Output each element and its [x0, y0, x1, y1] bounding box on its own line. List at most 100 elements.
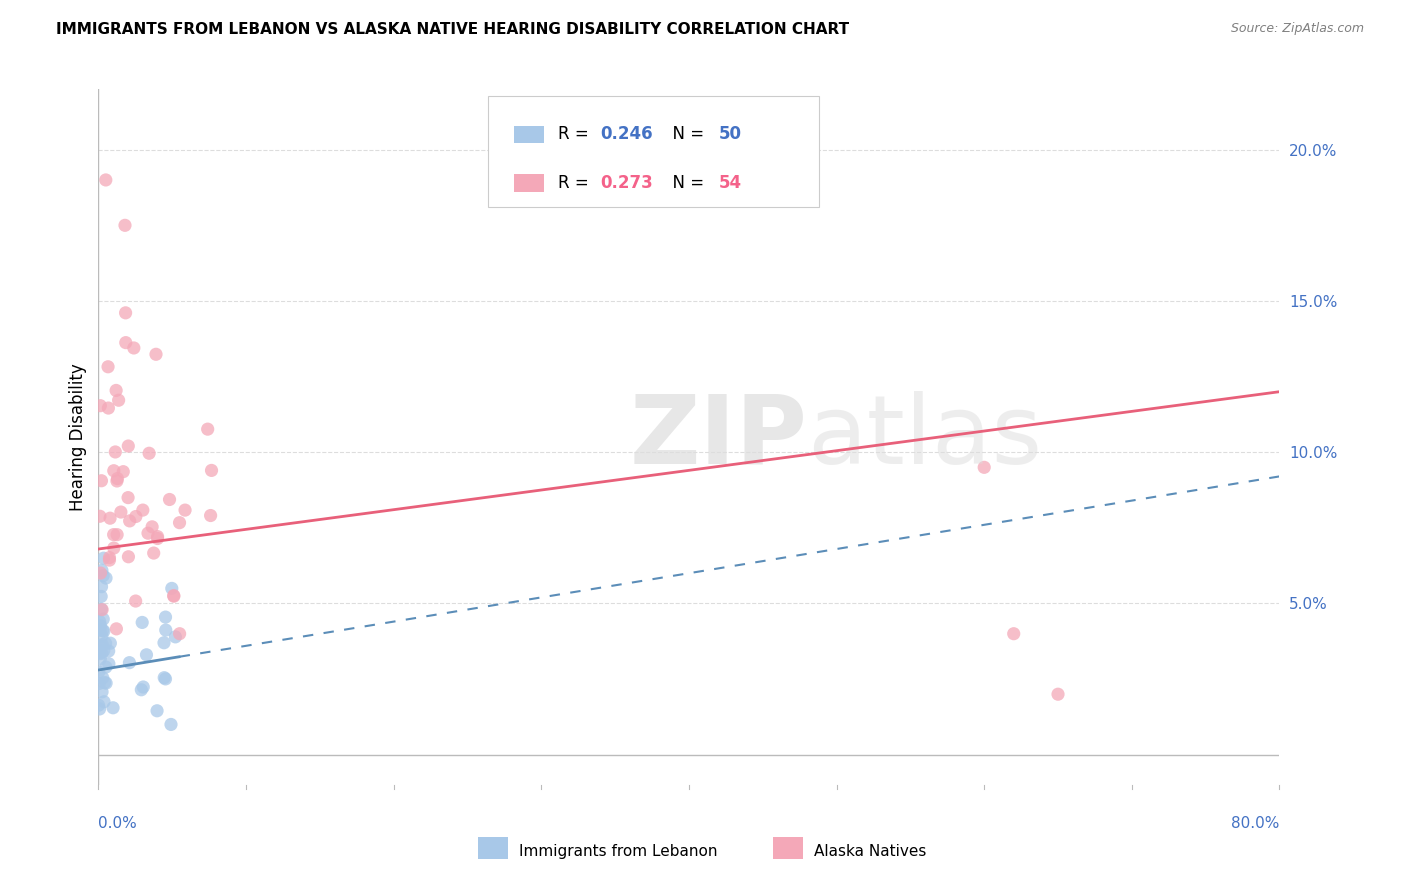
Point [91, 568, 114, 582]
Point [103, 464, 125, 478]
Point [89, 652, 111, 666]
Point [89, 702, 111, 716]
Point [138, 446, 160, 460]
Point [169, 516, 191, 530]
Point [1002, 626, 1025, 640]
Point [132, 680, 155, 694]
Point [155, 623, 177, 637]
Text: 0.273: 0.273 [600, 174, 654, 192]
Point [97, 401, 120, 415]
Point [117, 549, 139, 564]
Point [101, 700, 124, 714]
Point [131, 615, 153, 630]
Point [91, 671, 114, 685]
Point [160, 717, 183, 731]
Point [114, 306, 136, 320]
Point [146, 704, 169, 718]
Point [97, 644, 120, 658]
Point [174, 503, 197, 517]
Point [91, 602, 114, 616]
Text: Alaska Natives: Alaska Natives [814, 845, 927, 859]
Point [145, 347, 167, 361]
Point [93, 695, 115, 709]
Point [200, 463, 222, 477]
Text: IMMIGRANTS FROM LEBANON VS ALASKA NATIVE HEARING DISABILITY CORRELATION CHART: IMMIGRANTS FROM LEBANON VS ALASKA NATIVE… [56, 22, 849, 37]
Text: 80.0%: 80.0% [1232, 816, 1279, 831]
Point [93, 643, 115, 657]
Point [159, 492, 181, 507]
Text: Source: ZipAtlas.com: Source: ZipAtlas.com [1230, 22, 1364, 36]
Point [169, 626, 191, 640]
Point [93, 551, 115, 566]
Point [112, 465, 135, 479]
Point [98, 636, 121, 650]
Point [104, 445, 127, 459]
Point [97, 657, 120, 671]
Point [146, 530, 169, 544]
Point [200, 508, 222, 523]
Point [142, 546, 165, 560]
Point [117, 491, 139, 505]
Text: R =: R = [558, 125, 593, 144]
Text: N =: N = [662, 174, 709, 192]
Point [163, 589, 186, 603]
Point [89, 623, 111, 637]
Point [94, 660, 117, 674]
Point [93, 675, 115, 690]
Point [87, 665, 110, 679]
Point [98, 550, 121, 565]
Text: 0.246: 0.246 [600, 125, 652, 144]
Point [98, 553, 121, 567]
Point [107, 393, 129, 408]
Point [105, 474, 128, 488]
Point [197, 422, 219, 436]
FancyBboxPatch shape [488, 96, 818, 208]
Point [91, 638, 114, 652]
Point [132, 503, 155, 517]
Y-axis label: Hearing Disability: Hearing Disability [69, 363, 87, 511]
Point [163, 589, 186, 603]
Point [89, 647, 111, 661]
Point [97, 359, 120, 374]
Point [89, 399, 111, 413]
Point [90, 580, 112, 594]
Point [1046, 687, 1069, 701]
Point [122, 341, 145, 355]
Point [103, 541, 125, 555]
Point [136, 526, 159, 541]
Point [107, 472, 129, 486]
Point [94, 636, 117, 650]
Point [110, 505, 132, 519]
Point [973, 460, 995, 475]
Text: Immigrants from Lebanon: Immigrants from Lebanon [519, 845, 717, 859]
Point [90, 640, 112, 654]
Point [89, 676, 111, 690]
Point [135, 648, 157, 662]
Point [94, 571, 117, 585]
Point [98, 511, 121, 525]
Point [160, 582, 183, 596]
Bar [515, 126, 544, 143]
Point [89, 615, 111, 629]
Bar [515, 174, 544, 192]
Point [105, 622, 128, 636]
Point [94, 173, 117, 187]
Point [114, 335, 136, 350]
Text: 0.0%: 0.0% [98, 816, 138, 831]
Text: 54: 54 [718, 174, 741, 192]
Point [87, 698, 110, 713]
Text: N =: N = [662, 125, 709, 144]
Point [87, 645, 110, 659]
Point [103, 527, 125, 541]
Point [90, 619, 112, 633]
Point [90, 474, 112, 488]
Point [114, 219, 136, 233]
Point [155, 610, 177, 624]
Point [125, 509, 148, 524]
Point [89, 509, 111, 524]
Point [124, 594, 146, 608]
Point [90, 629, 112, 643]
Point [146, 532, 169, 546]
Point [91, 685, 114, 699]
Text: atlas: atlas [807, 391, 1043, 483]
